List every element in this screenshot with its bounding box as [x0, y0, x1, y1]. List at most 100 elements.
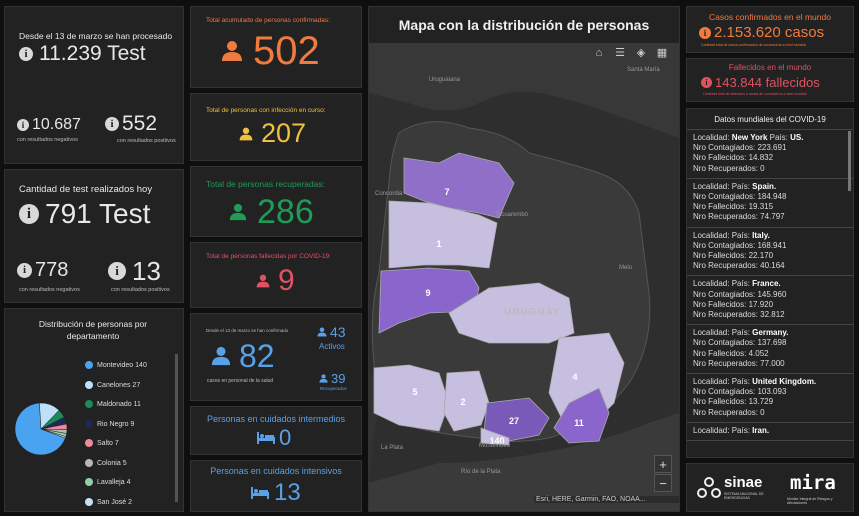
recovered-label: Total de personas recuperadas:: [206, 179, 326, 189]
map-country-label: URUGUAY: [504, 307, 561, 318]
person-icon: [211, 346, 231, 366]
world-list-item[interactable]: Localidad: País: Germany. Nro Contagiados…: [687, 325, 853, 375]
intermediate-care-row: 0: [257, 427, 291, 449]
info-icon: i: [701, 77, 712, 88]
world-deaths-panel: Fallecidos en el mundo i 143.844 falleci…: [686, 58, 854, 102]
health-staff-recovered-label: Recuperados: [320, 386, 347, 391]
legend-item[interactable]: Rio Negro 9: [85, 419, 135, 428]
legend-item[interactable]: Canelones 27: [85, 380, 140, 389]
world-confirmed-title: Casos confirmados en el mundo: [709, 12, 831, 22]
world-item-location: Localidad: New York País: US.: [693, 133, 804, 142]
world-list-item[interactable]: Localidad: País: Iran.: [687, 423, 853, 442]
active-label: Total de personas con infección en curso…: [206, 107, 326, 114]
test-today-positive-label: con resultados positivos: [111, 287, 170, 293]
active-value: 207: [261, 118, 307, 148]
legend-item[interactable]: Colonia 5: [85, 458, 127, 467]
mira-logo-sub: Monitor Integral de Riesgos y Afectacion…: [787, 497, 833, 505]
mira-logo-text: mira: [790, 472, 836, 494]
basemap-icon[interactable]: ▦: [656, 47, 668, 59]
zoom-in-button[interactable]: +: [654, 455, 672, 473]
test-total-row: i 11.239 Test: [19, 43, 146, 64]
legend-swatch: [85, 497, 93, 506]
legend-value: 9: [130, 420, 135, 428]
confirmed-label: Total acumulado de personas confirmadas:: [206, 17, 330, 24]
map-place-label: Concordia: [375, 191, 403, 197]
world-deaths-value: 143.844 fallecidos: [715, 75, 820, 90]
person-icon: [222, 41, 242, 61]
sinae-logo-icon: [697, 477, 721, 498]
map-canvas[interactable]: 7 1 9 5 2 27 140 4 11 URUGUAY Uruguaiana Santa M…: [369, 43, 679, 511]
home-icon[interactable]: ⌂: [595, 47, 603, 59]
map-department-count: 9: [425, 288, 430, 298]
legend-swatch: [85, 458, 93, 467]
world-item-recuperados: Nro Recuperados: 77.000: [693, 358, 785, 368]
person-icon: [229, 203, 247, 221]
world-confirmed-panel: Casos confirmados en el mundo i 2.153.62…: [686, 6, 854, 53]
deceased-panel: Total de personas fallecidas por COVID-1…: [190, 242, 362, 308]
legend-item[interactable]: Montevideo 140: [85, 361, 147, 369]
world-item-recuperados: Nro Recuperados: 32.812: [693, 310, 785, 320]
world-item-location: Localidad: País: Italy.: [693, 230, 770, 240]
intensive-care-row: 13: [251, 481, 301, 505]
world-item-fallecidos: Nro Fallecidos: 13.729: [693, 397, 774, 407]
legend-label: Maldonado: [97, 400, 132, 408]
map-department-count: 27: [509, 416, 519, 426]
test-total-positive-value: 552: [122, 112, 158, 135]
map-place-label: Río de la Plata: [461, 469, 501, 475]
world-list-item[interactable]: Localidad: País: Italy. Nro Contagiados: …: [687, 228, 853, 277]
person-icon: [256, 274, 270, 288]
sinae-logo-text: sinae: [724, 474, 763, 491]
world-confirmed-value: 2.153.620 casos: [714, 24, 825, 41]
test-total-negative-value: 10.687: [32, 116, 81, 133]
test-today-row: i 791 Test: [19, 200, 150, 228]
pie-slice-montevideo[interactable]: [14, 402, 66, 456]
legend-swatch: [85, 400, 93, 408]
world-item-contagiados: Nro Contagiados: 103.093: [693, 387, 787, 397]
legend-label: Colonia: [97, 459, 121, 467]
legend-swatch: [85, 380, 93, 389]
test-today-positive-value: 13: [132, 256, 161, 286]
test-total-positive-label: con resultados positivos: [117, 138, 176, 144]
test-today-value: 791 Test: [45, 198, 151, 229]
world-list-item[interactable]: Localidad: País: United Kingdom. Nro Cont…: [687, 374, 853, 423]
health-staff-recovered: 39: [319, 371, 345, 386]
list-icon[interactable]: ☰: [615, 47, 625, 59]
world-list-item[interactable]: Localidad: País: France. Nro Contagiados:…: [687, 276, 853, 326]
distribution-title-2: departamento: [66, 331, 120, 341]
legend-item[interactable]: San José 2: [85, 497, 132, 506]
test-total-panel: Desde el 13 de marzo se han procesado i …: [4, 6, 184, 164]
intermediate-care-value: 0: [279, 425, 292, 450]
world-list-item[interactable]: Localidad: País: Spain. Nro Contagiados: …: [687, 179, 853, 228]
health-staff-panel: Desde el 13 de marzo se han confirmado 8…: [190, 313, 362, 401]
map-department-counts: 7 1 9 5 2 27 140 4 11: [412, 187, 583, 446]
pie-slice-san-josé[interactable]: [40, 428, 67, 439]
deceased-value: 9: [278, 264, 295, 297]
health-staff-recovered-value: 39: [331, 371, 346, 386]
zoom-out-button[interactable]: −: [654, 474, 672, 492]
world-item-recuperados: Nro Recuperados: 74.797: [693, 212, 785, 222]
legend-item[interactable]: Salto 7: [85, 439, 119, 447]
world-item-contagiados: Nro Contagiados: 223.691: [693, 143, 787, 153]
map-department-count: 140: [489, 436, 504, 446]
world-list-item[interactable]: Localidad: New York País: US. Nro Contagi…: [687, 130, 853, 179]
layers-icon[interactable]: ◈: [636, 47, 646, 59]
legend-scrollbar[interactable]: [175, 354, 178, 502]
world-deaths-sub: Cantidad total de fallecidos a causa de …: [703, 92, 807, 96]
world-confirmed-row: i 2.153.620 casos: [699, 24, 824, 41]
test-total-positive: i 552: [105, 113, 157, 134]
legend-label: Salto: [97, 439, 113, 447]
legend-value: 4: [126, 478, 131, 486]
legend-item[interactable]: Maldonado 11: [85, 400, 141, 408]
info-icon: i: [17, 262, 32, 278]
world-list-scrollbar[interactable]: [848, 131, 851, 191]
health-staff-active-label: Activos: [319, 342, 345, 351]
health-staff-row: 82: [211, 340, 275, 372]
test-today-panel: Cantidad de test realizados hoy i 791 Te…: [4, 169, 184, 303]
confirmed-panel: Total acumulado de personas confirmadas:…: [190, 6, 362, 88]
deceased-label: Total de personas fallecidas por COVID-1…: [206, 253, 332, 260]
world-list[interactable]: Localidad: New York País: US. Nro Contagi…: [687, 130, 853, 442]
world-list-panel: Datos mundiales del COVID-19 Localidad: …: [686, 108, 854, 458]
legend-item[interactable]: Lavalleja 4: [85, 478, 131, 486]
world-item-location: Localidad: País: Iran.: [693, 425, 770, 435]
world-item-contagiados: Nro Contagiados: 137.698: [693, 338, 787, 348]
